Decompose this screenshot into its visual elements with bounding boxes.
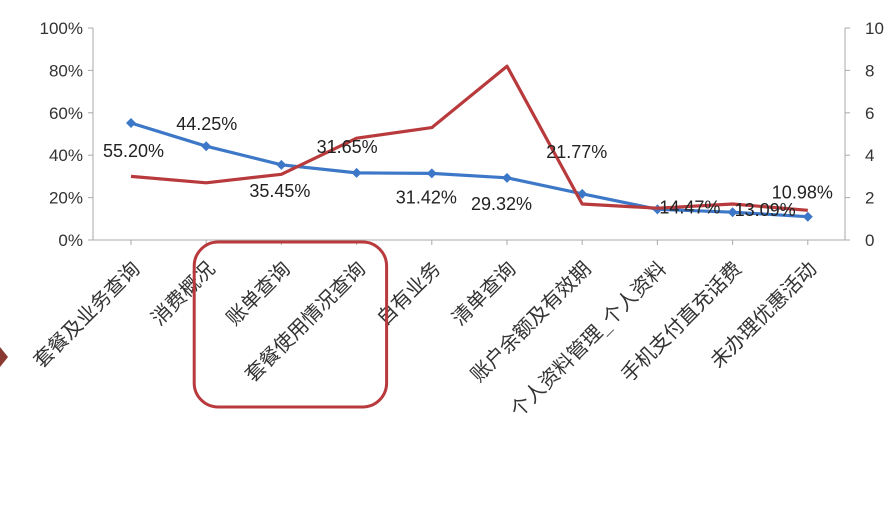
data-label: 55.20% [103, 141, 164, 161]
series-point [201, 141, 212, 152]
left-axis-tick-label: 80% [49, 61, 83, 80]
data-label: 21.77% [546, 142, 607, 162]
series-line-1 [130, 121, 808, 219]
data-label: 31.42% [396, 187, 457, 207]
category-label: 清单查询 [447, 257, 521, 331]
right-axis-tick-label: 0 [865, 231, 874, 250]
left-axis-tick-label: 60% [49, 104, 83, 123]
category-label: 消费概况 [146, 257, 220, 331]
category-label: 自有业务 [372, 257, 446, 331]
category-label: 套餐及业务查询 [29, 257, 145, 373]
left-axis-tick-label: 100% [40, 19, 83, 38]
series-point [126, 117, 136, 128]
right-axis-tick-label: 2 [865, 189, 874, 208]
data-label: 13.09% [735, 200, 796, 220]
arrow-fragment-icon [0, 347, 8, 367]
series-line-2 [130, 64, 808, 212]
right-axis-tick-label: 8 [865, 61, 874, 80]
data-label: 29.32% [471, 194, 532, 214]
series-point [426, 168, 437, 179]
left-axis-tick-label: 40% [49, 146, 83, 165]
data-label: 14.47% [659, 197, 720, 217]
axes-layer: 0% 20% 40% 60% 80% 100% 0 2 4 6 8 10 套餐及业务查询 消费概况 账单查询… [29, 19, 884, 422]
highlight-layer [0, 240, 389, 409]
series-layer [126, 64, 813, 222]
right-axis-tick-label: 6 [865, 104, 874, 123]
left-axis-tick-label: 0% [58, 231, 83, 250]
right-axis-tick-label: 10 [865, 19, 884, 38]
series-point [727, 207, 738, 218]
data-label: 31.65% [317, 137, 378, 157]
left-axis-tick-label: 20% [49, 189, 83, 208]
series-point [502, 172, 512, 183]
data-label: 10.98% [772, 183, 833, 203]
category-label: 账单查询 [221, 257, 295, 331]
series-point [802, 211, 813, 222]
highlight-box [192, 240, 389, 409]
data-label: 44.25% [176, 114, 237, 134]
right-axis-tick-label: 4 [865, 146, 874, 165]
series-point [351, 167, 362, 178]
series-point [276, 159, 287, 170]
data-label: 35.45% [249, 181, 310, 201]
labels-layer: 55.20% 44.25% 35.45% 31.65% 31.42% 29.32% 21.7… [103, 114, 833, 220]
